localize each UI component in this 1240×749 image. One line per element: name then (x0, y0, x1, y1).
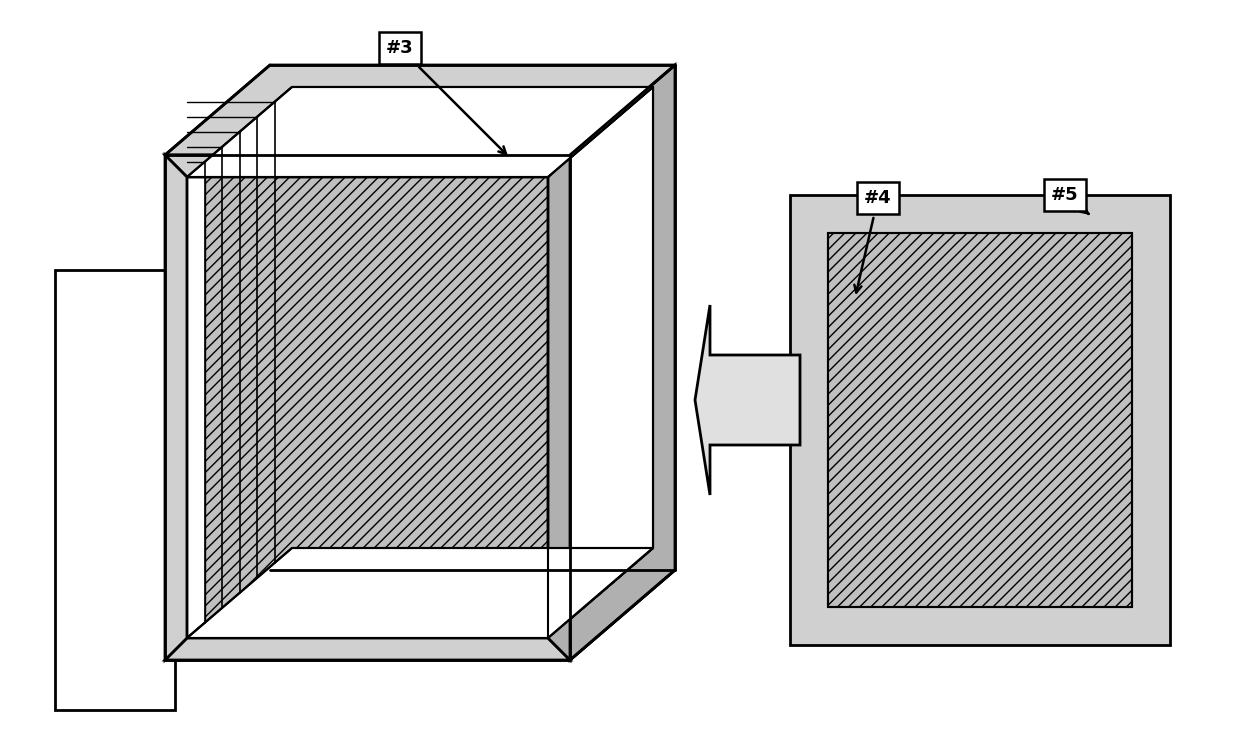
Text: #4: #4 (854, 189, 892, 293)
Polygon shape (205, 162, 565, 623)
Polygon shape (222, 143, 588, 147)
Polygon shape (165, 570, 675, 660)
Polygon shape (165, 638, 570, 660)
Polygon shape (55, 270, 175, 710)
Polygon shape (257, 117, 618, 578)
Polygon shape (187, 87, 653, 177)
Polygon shape (291, 87, 653, 548)
Polygon shape (187, 87, 653, 177)
Polygon shape (187, 548, 653, 638)
Polygon shape (187, 548, 653, 638)
Polygon shape (165, 65, 675, 155)
Polygon shape (790, 195, 1171, 645)
Polygon shape (274, 97, 641, 102)
Polygon shape (239, 132, 600, 593)
Polygon shape (222, 147, 583, 608)
Text: #3: #3 (386, 39, 506, 154)
Polygon shape (570, 65, 675, 660)
Polygon shape (239, 128, 605, 132)
Polygon shape (274, 102, 635, 563)
Text: #5: #5 (1052, 186, 1089, 214)
Polygon shape (257, 112, 622, 117)
Polygon shape (205, 158, 570, 162)
Polygon shape (165, 155, 570, 177)
Polygon shape (548, 155, 570, 660)
Polygon shape (548, 87, 653, 638)
Polygon shape (828, 233, 1132, 607)
Polygon shape (694, 305, 800, 495)
Polygon shape (165, 155, 187, 660)
Polygon shape (548, 87, 653, 638)
